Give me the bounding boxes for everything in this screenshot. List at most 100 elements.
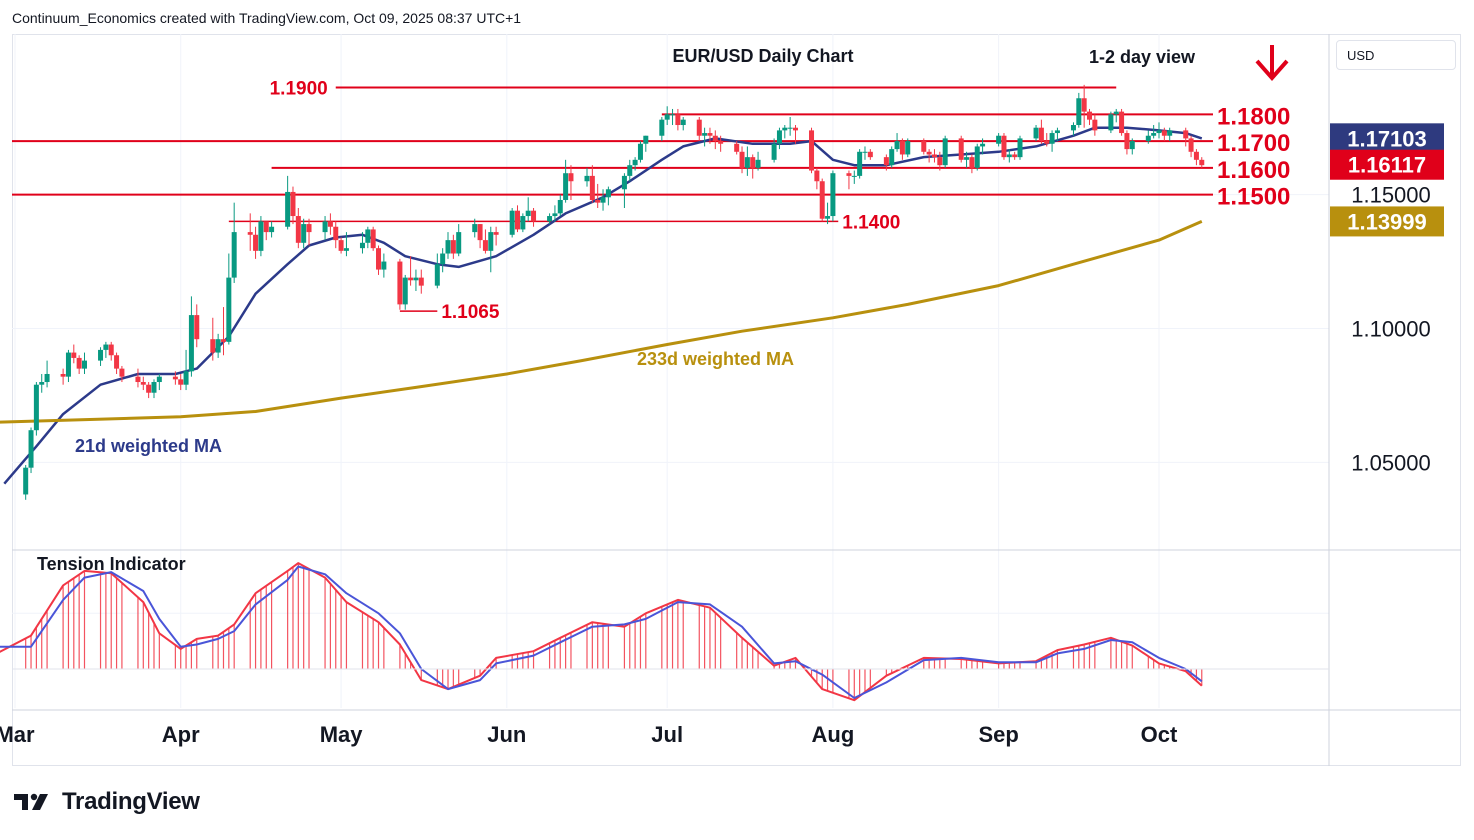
candle (921, 138, 927, 155)
candle-body (969, 157, 975, 168)
candle (1113, 108, 1119, 123)
candle (44, 360, 50, 388)
level-label: 1.1700 (1217, 130, 1290, 157)
candle (734, 141, 740, 155)
candle-body (488, 232, 494, 251)
candle-body (680, 119, 686, 126)
candle-body (1124, 133, 1130, 150)
candle (1188, 135, 1194, 158)
tension-blue-line (0, 565, 1203, 699)
tension-title: Tension Indicator (37, 554, 186, 574)
candle-body (482, 240, 488, 251)
candle-body (333, 226, 339, 241)
candlesticks[interactable] (23, 84, 1205, 500)
candle (621, 173, 627, 209)
price-badge-label: 1.17103 (1347, 126, 1427, 151)
candle-body (894, 141, 900, 150)
candle (1033, 125, 1039, 142)
currency-selector[interactable]: USD (1336, 40, 1456, 70)
candle-body (621, 175, 627, 190)
candle-body (632, 159, 638, 166)
candle-body (605, 189, 611, 198)
candle-body (1038, 127, 1044, 142)
level-label: 1.1400 (842, 212, 900, 233)
candle-body (39, 382, 45, 385)
candle-body (1151, 133, 1157, 136)
price-badge: 1.13999 (1330, 206, 1444, 237)
candle (81, 352, 87, 374)
candle (547, 213, 553, 225)
candle (440, 248, 446, 273)
candle (964, 151, 970, 168)
candle (1151, 125, 1157, 139)
candle-body (215, 339, 221, 353)
candle (520, 213, 526, 233)
candle (926, 149, 932, 163)
candle (359, 232, 365, 254)
candle-body (1044, 141, 1050, 144)
candle (376, 245, 382, 275)
candle (1193, 149, 1199, 166)
candle-body (515, 210, 521, 230)
candle-body (290, 191, 296, 217)
candle-body (627, 165, 633, 176)
candle-body (1001, 135, 1007, 158)
candle (659, 116, 665, 142)
candle (183, 349, 189, 391)
candle (830, 170, 836, 222)
candle (857, 149, 863, 179)
candle-body (755, 159, 761, 168)
candle-body (964, 157, 970, 160)
candle-body (151, 382, 157, 393)
candle (1145, 130, 1151, 144)
candle-body (1156, 130, 1162, 134)
candle-body (525, 210, 531, 217)
candle (1161, 127, 1167, 142)
chart-attribution: Continuum_Economics created with Trading… (12, 10, 522, 26)
candle (1017, 135, 1023, 160)
candle (450, 234, 456, 259)
x-tick-label: Aug (812, 722, 855, 747)
candle-body (707, 133, 713, 136)
candle-body (787, 127, 793, 129)
candle (643, 135, 649, 152)
candle (172, 371, 178, 385)
candle (1081, 84, 1087, 128)
tension-indicator (0, 562, 1203, 702)
candle (269, 221, 275, 238)
candle (744, 146, 750, 176)
candle-body (146, 384, 152, 393)
candle-body (194, 315, 200, 340)
candle-body (65, 352, 71, 377)
candle-body (140, 382, 146, 385)
x-tick-label: Oct (1141, 722, 1178, 747)
candle (883, 154, 889, 171)
tradingview-logo[interactable]: TradingView (14, 788, 200, 816)
candle-body (108, 344, 114, 356)
candle-body (1199, 159, 1205, 166)
candle (194, 304, 200, 348)
candle (819, 178, 825, 222)
candle-body (1092, 119, 1098, 131)
candle (370, 226, 376, 251)
candle-body (792, 127, 798, 131)
candle (119, 365, 125, 383)
candle (418, 269, 424, 294)
candle (552, 205, 558, 222)
price-badge: 1.16117 (1330, 149, 1444, 180)
candle-body (370, 229, 376, 249)
candle (108, 341, 114, 361)
candle-body (71, 352, 77, 358)
candle (381, 253, 387, 278)
candle-body (450, 240, 456, 254)
candle-body (263, 221, 269, 233)
candle-body (1076, 98, 1082, 126)
candle (894, 133, 900, 152)
candle-body (247, 232, 253, 235)
candle (290, 186, 296, 225)
candle-body (178, 379, 184, 385)
candle (65, 349, 71, 383)
candle-body (434, 264, 440, 286)
candle (862, 146, 868, 160)
